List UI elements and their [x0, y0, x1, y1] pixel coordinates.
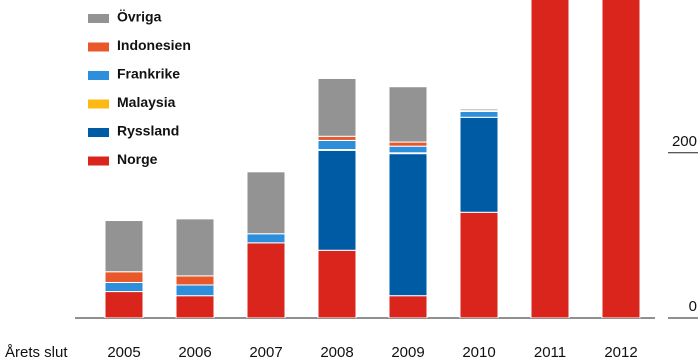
- legend-swatch: [88, 128, 109, 137]
- bar-segment: [388, 86, 428, 143]
- bar-segment: [388, 153, 428, 297]
- bar-segment: [459, 111, 499, 118]
- bar-segment: [175, 218, 215, 277]
- bar-segment: [388, 145, 428, 154]
- bar-segment: [246, 233, 286, 244]
- x-tick-label: 2008: [320, 344, 353, 361]
- bar-segment: [459, 211, 499, 318]
- bar-segment: [317, 149, 357, 251]
- bar-segment: [104, 281, 144, 293]
- bar-segment: [530, 0, 570, 318]
- legend-label: Indonesien: [117, 37, 191, 53]
- legend-label: Övriga: [117, 9, 162, 25]
- y-tick-label: 200: [672, 133, 697, 150]
- x-tick-label: 2006: [178, 344, 211, 361]
- bar-segment: [459, 116, 499, 213]
- legend-swatch: [88, 71, 109, 80]
- bar-segment: [104, 220, 144, 273]
- legend-swatch: [88, 42, 109, 52]
- y-tick-label: 0: [689, 298, 697, 315]
- bar-segment: [317, 77, 357, 137]
- x-tick-label: 2009: [391, 344, 424, 361]
- bar-segment: [246, 171, 286, 235]
- legend-label: Norge: [117, 151, 158, 167]
- x-tick-label: 2007: [249, 344, 282, 361]
- bars: [104, 0, 641, 318]
- bar-segment: [601, 0, 641, 318]
- x-axis-label: Årets slut: [5, 344, 68, 361]
- bar-segment: [459, 108, 499, 112]
- x-tick-label: 2012: [604, 344, 637, 361]
- bar-segment: [175, 275, 215, 286]
- bar-segment: [317, 249, 357, 318]
- bar-segment: [104, 291, 144, 318]
- bar-segment: [175, 284, 215, 297]
- bar-segment: [104, 271, 144, 283]
- legend-swatch: [88, 156, 109, 166]
- legend-swatch: [88, 99, 109, 109]
- legend-label: Frankrike: [117, 66, 180, 82]
- x-tick-label: 2010: [462, 344, 495, 361]
- legend-label: Malaysia: [117, 94, 176, 110]
- bar-segment: [388, 295, 428, 318]
- bar-segment: [317, 139, 357, 151]
- x-tick-label: 2011: [534, 344, 566, 361]
- bar-segment: [317, 135, 357, 141]
- bar-segment: [388, 141, 428, 147]
- bar-segment: [246, 242, 286, 318]
- bar-segment: [175, 295, 215, 318]
- legend-label: Ryssland: [117, 123, 179, 139]
- legend-swatch: [88, 14, 109, 23]
- x-tick-label: 2005: [107, 344, 140, 361]
